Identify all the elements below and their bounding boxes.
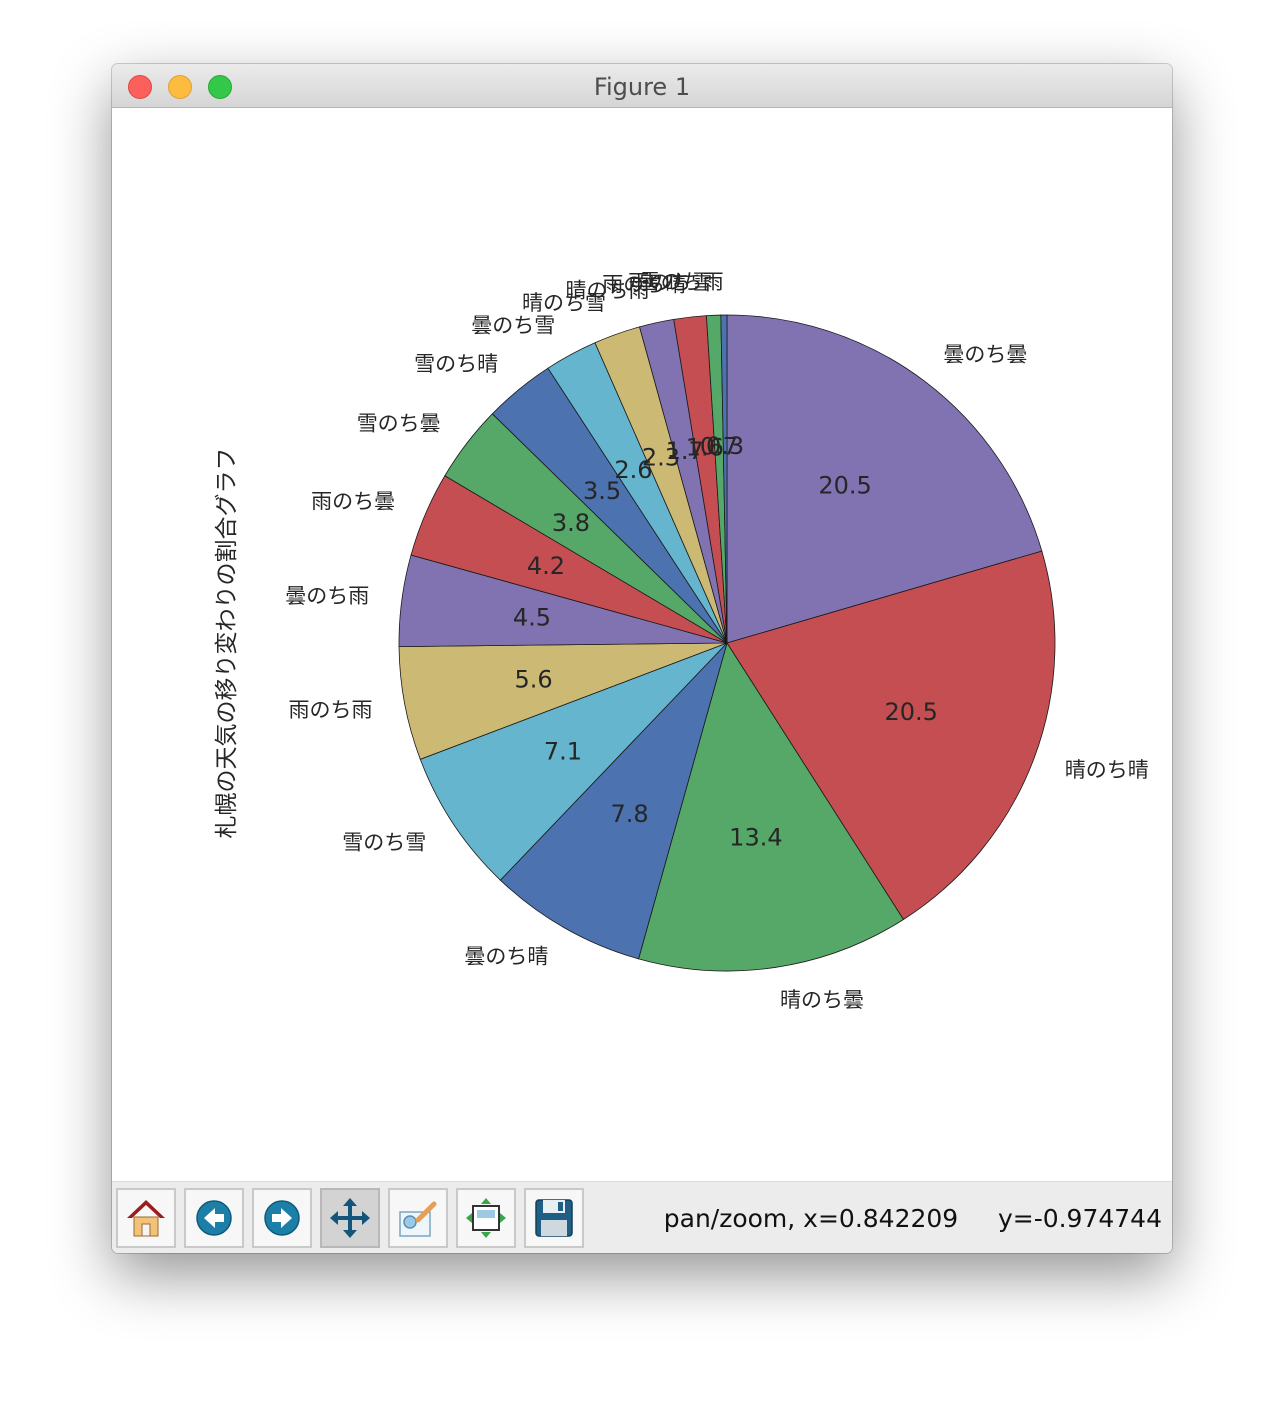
pie-slice-3 [499, 642, 728, 960]
slice-value-7: 4.2 [527, 552, 565, 580]
slice-label-9: 雪のち晴 [414, 352, 498, 376]
slice-label-14: 雨のち雪 [628, 271, 712, 295]
back-button[interactable] [184, 1188, 244, 1248]
slice-label-0: 曇のち曇 [943, 342, 1027, 366]
slice-label-11: 晴のち雪 [522, 291, 606, 315]
zoom-window-button[interactable] [208, 75, 232, 99]
forward-arrow-icon [264, 1200, 300, 1236]
slice-label-13: 雨のち晴 [602, 273, 686, 297]
figure-canvas[interactable]: 曇のち曇晴のち晴晴のち曇 曇のち晴 雪のち雪 雨のち雨 曇のち雨 雨のち曇 雪のち曇 雪のち晴… [112, 108, 1172, 1181]
slice-value-4: 7.1 [544, 738, 582, 766]
pie-slice-1 [726, 550, 1056, 921]
home-button[interactable] [116, 1188, 176, 1248]
save-button[interactable] [524, 1188, 584, 1248]
move-arrows-icon [330, 1198, 370, 1238]
slice-value-10: 2.6 [614, 456, 652, 484]
slice-value-8: 3.8 [552, 509, 590, 537]
subplots-adjust-icon [466, 1198, 506, 1238]
slice-value-1: 20.5 [884, 698, 937, 726]
slice-value-3: 7.8 [611, 800, 649, 828]
slice-label-15: 雪のち雨 [640, 270, 724, 294]
slice-label-7: 雨のち曇 [311, 489, 395, 513]
back-arrow-icon [196, 1200, 232, 1236]
window-title: Figure 1 [593, 73, 691, 101]
slice-value-13: 1.6 [686, 434, 724, 462]
slice-label-5: 雨のち雨 [289, 698, 373, 722]
slice-value-2: 13.4 [729, 824, 782, 852]
cursor-status: pan/zoom, x=0.842209 y=-0.974744 [663, 1204, 1162, 1233]
slice-value-15: 0.3 [706, 432, 744, 460]
slice-label-6: 曇のち雨 [285, 584, 369, 608]
pie-slice-2 [638, 642, 905, 972]
pan-zoom-button[interactable] [320, 1188, 380, 1248]
close-window-button[interactable] [128, 75, 152, 99]
floppy-disk-icon [535, 1199, 573, 1237]
subplots-button[interactable] [456, 1188, 516, 1248]
slice-value-0: 20.5 [818, 472, 871, 500]
slice-value-14: 0.7 [700, 432, 738, 460]
minimize-window-button[interactable] [168, 75, 192, 99]
title-bar: Figure 1 [112, 64, 1172, 108]
zoom-rect-button[interactable] [388, 1188, 448, 1248]
slice-label-8: 雪のち曇 [357, 411, 441, 435]
pie-slice-4 [419, 642, 728, 881]
pie-slice-15 [720, 314, 728, 644]
forward-button[interactable] [252, 1188, 312, 1248]
slice-value-12: 1.7 [666, 437, 704, 465]
slice-label-3: 曇のち晴 [464, 945, 548, 969]
home-icon [127, 1200, 165, 1237]
slice-label-10: 曇のち雪 [471, 314, 555, 338]
slice-label-2: 晴のち曇 [780, 988, 864, 1012]
y-axis-label: 札幌の天気の移り変わりの割合グラフ [214, 448, 240, 839]
figure-window: Figure 1 曇のち曇晴のち晴晴のち曇 曇のち晴 雪のち雪 雨のち雨 曇のち雨 雨のち… [112, 64, 1172, 1253]
pie-slice-0 [726, 314, 1043, 644]
slice-value-6: 4.5 [513, 603, 551, 631]
slice-value-5: 5.6 [515, 666, 553, 694]
pie-slices [398, 314, 1056, 972]
navigation-toolbar: pan/zoom, x=0.842209 y=-0.974744 [112, 1181, 1172, 1253]
slice-label-12: 晴のち雨 [566, 279, 650, 303]
pie-percent-labels: 20.5 20.5 13.4 7.8 7.1 5.6 4.5 4.2 3.8 3.52.62.31… [513, 432, 938, 852]
slice-label-4: 雪のち雪 [342, 830, 426, 854]
slice-value-11: 2.3 [642, 444, 680, 472]
slice-value-9: 3.5 [583, 477, 621, 505]
slice-label-1: 晴のち晴 [1065, 758, 1149, 782]
zoom-rectangle-icon [399, 1201, 437, 1237]
